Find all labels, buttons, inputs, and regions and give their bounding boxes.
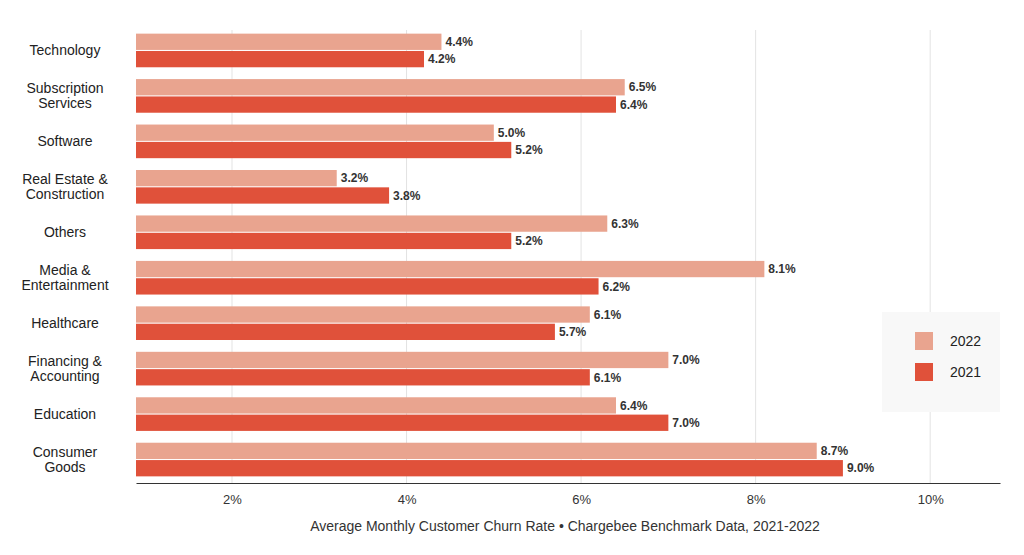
tick: 8% [747,483,766,507]
tick-label: 4% [398,492,417,507]
tick-label: 2% [223,492,242,507]
tick: 10% [918,483,944,507]
legend-label: 2022 [950,333,981,349]
bar [136,443,817,459]
legend: 2022 2021 [882,312,1000,412]
bar [136,215,607,231]
data-label: 8.7% [821,444,849,458]
bar [136,125,494,141]
data-label: 6.3% [611,217,639,231]
category-label: Real Estate &Construction [22,171,108,202]
bar [136,96,616,112]
data-label: 8.1% [768,262,796,276]
category-label: Technology [30,42,101,58]
axis-line [137,483,1001,484]
bar [136,261,764,277]
data-label: 6.4% [620,98,648,112]
data-label: 7.0% [672,353,700,367]
category-label: Financing &Accounting [28,353,103,384]
bar [136,397,616,413]
data-label: 9.0% [847,461,875,475]
bar [136,306,590,322]
tick: 4% [398,483,417,507]
data-label: 6.4% [620,399,648,413]
axis-title: Average Monthly Customer Churn Rate • Ch… [310,518,820,534]
bar [136,352,668,368]
category-label: Media &Entertainment [21,262,108,293]
grid-line [930,30,931,483]
bar-series [136,34,817,459]
bar [136,51,424,67]
data-label: 5.7% [559,325,587,339]
category-label: SubscriptionServices [26,80,103,111]
data-labels: 4.4% 6.5% 5.0% 3.2% 6.3% 8.1% 6.1% 7.0% 6.4% 8.7%… [341,35,875,475]
bar [136,369,590,385]
category-label: Software [37,133,92,149]
category-label: Education [34,406,96,422]
data-label: 5.2% [515,234,543,248]
category-label: Healthcare [31,315,99,331]
bar-series [136,51,843,476]
category-label: Others [44,224,86,240]
bar [136,170,337,186]
data-label: 3.8% [393,189,421,203]
data-label: 6.1% [594,308,622,322]
legend-swatch [915,363,933,381]
data-label: 6.5% [629,80,657,94]
data-label: 4.2% [428,52,456,66]
bar [136,415,668,431]
bar [136,233,511,249]
data-label: 7.0% [672,416,700,430]
bars [136,34,843,477]
data-label: 5.2% [515,143,543,157]
y-axis: Technology SubscriptionServices Software Re… [21,42,108,475]
bar [136,34,441,50]
bar [136,187,389,203]
data-label: 4.4% [445,35,473,49]
bar [136,324,555,340]
data-label: 6.1% [594,371,622,385]
bar [136,460,843,476]
tick-label: 6% [572,492,591,507]
tick-label: 10% [918,492,944,507]
x-axis: 2% 4% 6% 8% 10% [137,483,1001,507]
data-label: 5.0% [498,126,526,140]
bar [136,278,599,294]
bar [136,142,511,158]
legend-box [882,312,1000,412]
chart: 4.4% 6.5% 5.0% 3.2% 6.3% 8.1% 6.1% 7.0% 6.4% 8.7%… [0,0,1024,555]
data-label: 6.2% [603,280,631,294]
legend-label: 2021 [950,364,981,380]
data-label: 3.2% [341,171,369,185]
category-label: ConsumerGoods [33,444,98,475]
grid-line [755,30,756,483]
tick: 6% [572,483,591,507]
legend-swatch [915,332,933,350]
bar [136,79,625,95]
tick: 2% [223,483,242,507]
tick-label: 8% [747,492,766,507]
